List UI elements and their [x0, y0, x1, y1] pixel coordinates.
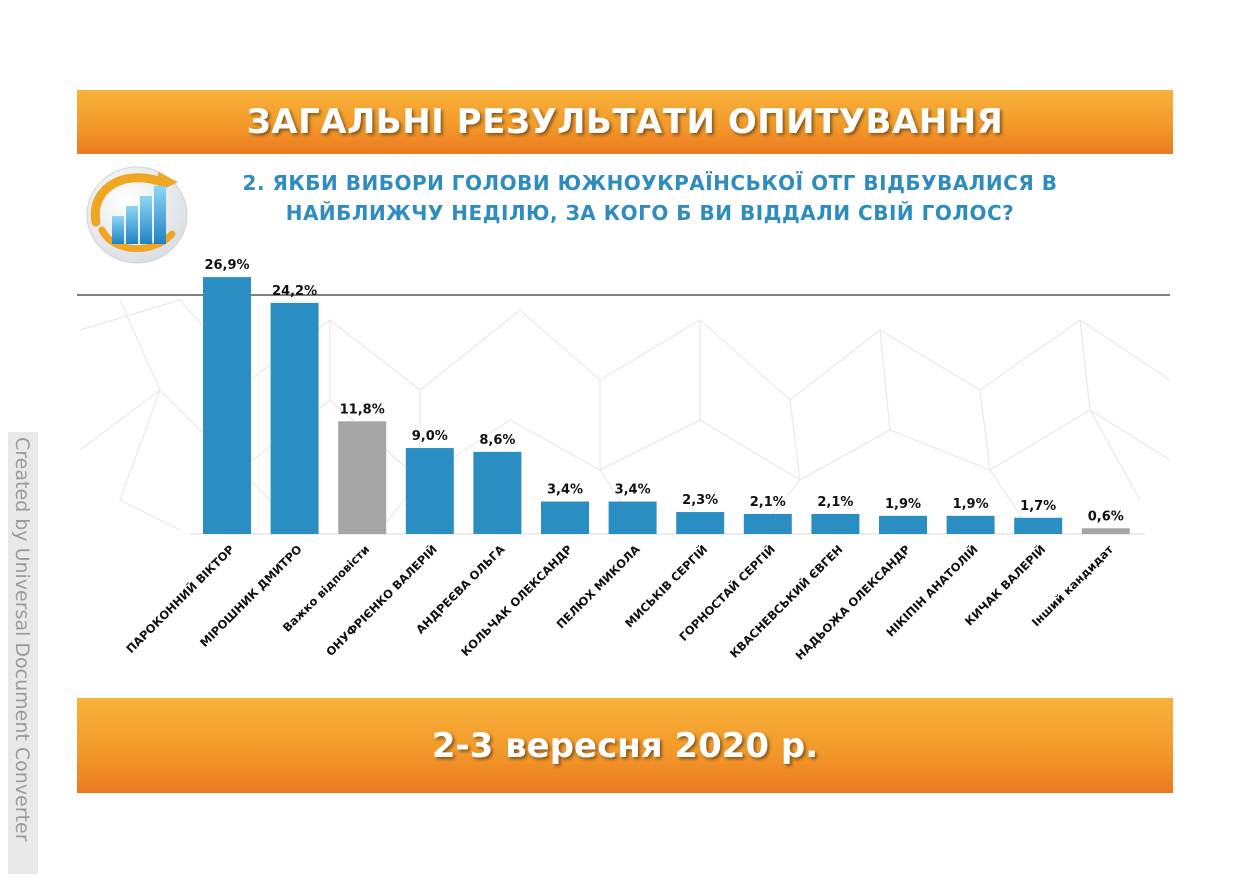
- watermark-text: Created by Universal Document Converter: [11, 437, 33, 842]
- bar: [473, 451, 522, 534]
- bar-value-label: 1,9%: [885, 497, 921, 512]
- bar: [338, 421, 387, 534]
- question-title: 2. ЯКБИ ВИБОРИ ГОЛОВИ ЮЖНОУКРАЇНСЬКОЇ ОТ…: [200, 168, 1100, 228]
- bar: [203, 277, 251, 534]
- bar-value-label: 3,4%: [615, 483, 651, 498]
- header-title: ЗАГАЛЬНІ РЕЗУЛЬТАТИ ОПИТУВАННЯ: [246, 102, 1004, 142]
- bar: [1014, 517, 1063, 534]
- category-label: НАДЬОЖА ОЛЕКСАНДР: [793, 542, 914, 663]
- category-label: КВАСНЕВСЬКИЙ ЄВГЕН: [726, 542, 845, 661]
- bar: [270, 302, 319, 534]
- bar-value-label: 8,6%: [479, 433, 515, 448]
- footer-banner: 2-3 вересня 2020 р.: [77, 698, 1173, 793]
- bar-value-label: 3,4%: [547, 483, 583, 498]
- bar: [743, 513, 792, 534]
- bar: [1081, 528, 1130, 534]
- bar: [946, 515, 995, 534]
- bar-value-label: 2,1%: [817, 495, 853, 510]
- bar-value-label: 2,1%: [750, 495, 786, 510]
- bar-chart: 26,9% 24,2% 11,8% 9,0% 8,6% 3,4% 3,4% 2,3% 2,1% 2…: [77, 258, 1171, 663]
- bar-value-label: 2,3%: [682, 493, 718, 508]
- header-banner: ЗАГАЛЬНІ РЕЗУЛЬТАТИ ОПИТУВАННЯ: [77, 90, 1173, 154]
- watermark-strip: Created by Universal Document Converter: [8, 432, 38, 874]
- category-label: ОНУФРІЄНКО ВАЛЕРІЙ: [323, 542, 440, 659]
- bar: [811, 513, 860, 534]
- category-label: КОЛЬЧАК ОЛЕКСАНДР: [458, 542, 575, 659]
- bar-value-label: 24,2%: [272, 284, 317, 299]
- bar-value-label: 1,7%: [1020, 499, 1056, 514]
- question-line-1: 2. ЯКБИ ВИБОРИ ГОЛОВИ ЮЖНОУКРАЇНСЬКОЇ ОТ…: [242, 171, 1058, 195]
- bar-value-label: 11,8%: [340, 402, 385, 417]
- bar-value-label: 9,0%: [412, 429, 448, 444]
- question-line-2: НАЙБЛИЖЧУ НЕДІЛЮ, ЗА КОГО Б ВИ ВІДДАЛИ С…: [285, 201, 1015, 225]
- bar-value-label: 0,6%: [1088, 509, 1124, 524]
- bar: [676, 512, 725, 534]
- category-label: ПАРОКОННИЙ ВІКТОР: [123, 542, 237, 656]
- bar: [541, 501, 589, 534]
- chart-growth-icon: [86, 166, 188, 264]
- survey-date: 2-3 вересня 2020 р.: [431, 725, 819, 766]
- bar: [608, 501, 657, 534]
- bar: [879, 515, 927, 534]
- bar: [405, 448, 454, 534]
- bar-value-label: 26,9%: [204, 258, 249, 273]
- bar-value-label: 1,9%: [953, 497, 989, 512]
